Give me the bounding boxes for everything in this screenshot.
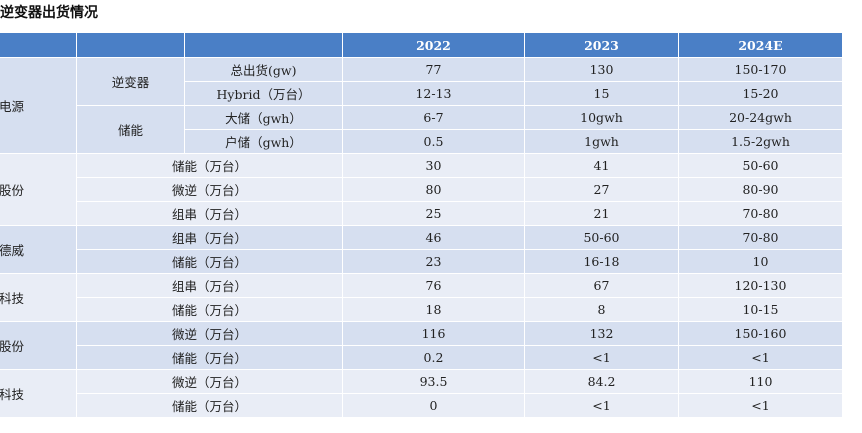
value-2023: 130	[524, 57, 679, 82]
header-item	[184, 32, 343, 58]
value-2023: 8	[524, 297, 679, 322]
header-category	[76, 32, 185, 58]
company-name: 股份	[0, 321, 77, 370]
header-company	[0, 32, 77, 58]
value-2023: 16-18	[524, 249, 679, 274]
value-2023: <1	[524, 345, 679, 370]
item-label: 微逆（万台）	[76, 369, 343, 394]
value-2024e: 10	[678, 249, 843, 274]
table-row: 储能（万台） 23 16-18 10	[0, 249, 843, 274]
table-header-row: 2022 2023 2024E	[0, 32, 843, 58]
value-2023: 50-60	[524, 225, 679, 250]
item-label: Hybrid（万台）	[184, 81, 343, 106]
company-name: 德威	[0, 225, 77, 274]
value-2024e: <1	[678, 345, 843, 370]
value-2024e: 50-60	[678, 153, 843, 178]
value-2022: 0.5	[342, 129, 525, 154]
value-2022: 6-7	[342, 105, 525, 130]
table-row: 组串（万台） 25 21 70-80	[0, 201, 843, 226]
table-row: 科技 组串（万台） 76 67 120-130	[0, 273, 843, 322]
table-row: 德威 组串（万台） 46 50-60 70-80	[0, 225, 843, 274]
header-2022: 2022	[342, 32, 525, 58]
item-label: 储能（万台）	[76, 393, 343, 418]
value-2024e: 150-170	[678, 57, 843, 82]
value-2024e: 10-15	[678, 297, 843, 322]
item-label: 大储（gwh）	[184, 105, 343, 130]
company-name: 科技	[0, 273, 77, 322]
subcategory-inverter: 逆变器	[76, 57, 185, 106]
value-2022: 18	[342, 297, 525, 322]
value-2022: 46	[342, 225, 525, 250]
subcategory-storage: 储能	[76, 105, 185, 154]
value-2024e: 110	[678, 369, 843, 394]
item-label: 户储（gwh）	[184, 129, 343, 154]
value-2022: 0.2	[342, 345, 525, 370]
value-2022: 30	[342, 153, 525, 178]
value-2024e: <1	[678, 393, 843, 418]
header-2024e: 2024E	[678, 32, 843, 58]
item-label: 储能（万台）	[76, 249, 343, 274]
table-row: 股份 储能（万台） 30 41 50-60	[0, 153, 843, 226]
value-2023: 10gwh	[524, 105, 679, 130]
value-2022: 25	[342, 201, 525, 226]
item-label: 组串（万台）	[76, 201, 343, 226]
item-label: 总出货(gw)	[184, 57, 343, 82]
value-2024e: 20-24gwh	[678, 105, 843, 130]
table-row: 户储（gwh） 0.5 1gwh 1.5-2gwh	[0, 129, 843, 154]
value-2024e: 15-20	[678, 81, 843, 106]
value-2024e: 120-130	[678, 273, 843, 298]
inverter-shipments-table: 2022 2023 2024E 电源 逆变器 总出货(gw) 77 130 15…	[0, 32, 843, 418]
company-name: 电源	[0, 57, 77, 154]
item-label: 储能（万台）	[76, 153, 343, 178]
table-row: 储能（万台） 0 <1 <1	[0, 393, 843, 418]
item-label: 微逆（万台）	[76, 177, 343, 202]
value-2024e: 150-160	[678, 321, 843, 346]
value-2022: 93.5	[342, 369, 525, 394]
value-2022: 116	[342, 321, 525, 346]
table-row: 储能（万台） 18 8 10-15	[0, 297, 843, 322]
value-2024e: 80-90	[678, 177, 843, 202]
table-row: 储能（万台） 0.2 <1 <1	[0, 345, 843, 370]
value-2024e: 1.5-2gwh	[678, 129, 843, 154]
value-2022: 23	[342, 249, 525, 274]
value-2022: 0	[342, 393, 525, 418]
value-2023: 41	[524, 153, 679, 178]
item-label: 微逆（万台）	[76, 321, 343, 346]
value-2023: 132	[524, 321, 679, 346]
table-row: 科技 微逆（万台） 93.5 84.2 110	[0, 369, 843, 418]
value-2024e: 70-80	[678, 225, 843, 250]
page-title: 逆变器出货情况	[0, 5, 98, 21]
value-2023: 67	[524, 273, 679, 298]
company-name: 科技	[0, 369, 77, 418]
value-2023: 15	[524, 81, 679, 106]
value-2024e: 70-80	[678, 201, 843, 226]
item-label: 储能（万台）	[76, 297, 343, 322]
value-2023: 84.2	[524, 369, 679, 394]
company-name: 股份	[0, 153, 77, 226]
table-row: Hybrid（万台） 12-13 15 15-20	[0, 81, 843, 106]
item-label: 组串（万台）	[76, 225, 343, 250]
value-2022: 12-13	[342, 81, 525, 106]
value-2022: 80	[342, 177, 525, 202]
item-label: 组串（万台）	[76, 273, 343, 298]
value-2023: <1	[524, 393, 679, 418]
header-2023: 2023	[524, 32, 679, 58]
value-2023: 1gwh	[524, 129, 679, 154]
value-2022: 77	[342, 57, 525, 82]
table-row: 微逆（万台） 80 27 80-90	[0, 177, 843, 202]
value-2023: 27	[524, 177, 679, 202]
table-row: 股份 微逆（万台） 116 132 150-160	[0, 321, 843, 370]
table-row: 储能 大储（gwh） 6-7 10gwh 20-24gwh	[0, 105, 843, 154]
value-2023: 21	[524, 201, 679, 226]
value-2022: 76	[342, 273, 525, 298]
table-row: 电源 逆变器 总出货(gw) 77 130 150-170	[0, 57, 843, 154]
item-label: 储能（万台）	[76, 345, 343, 370]
